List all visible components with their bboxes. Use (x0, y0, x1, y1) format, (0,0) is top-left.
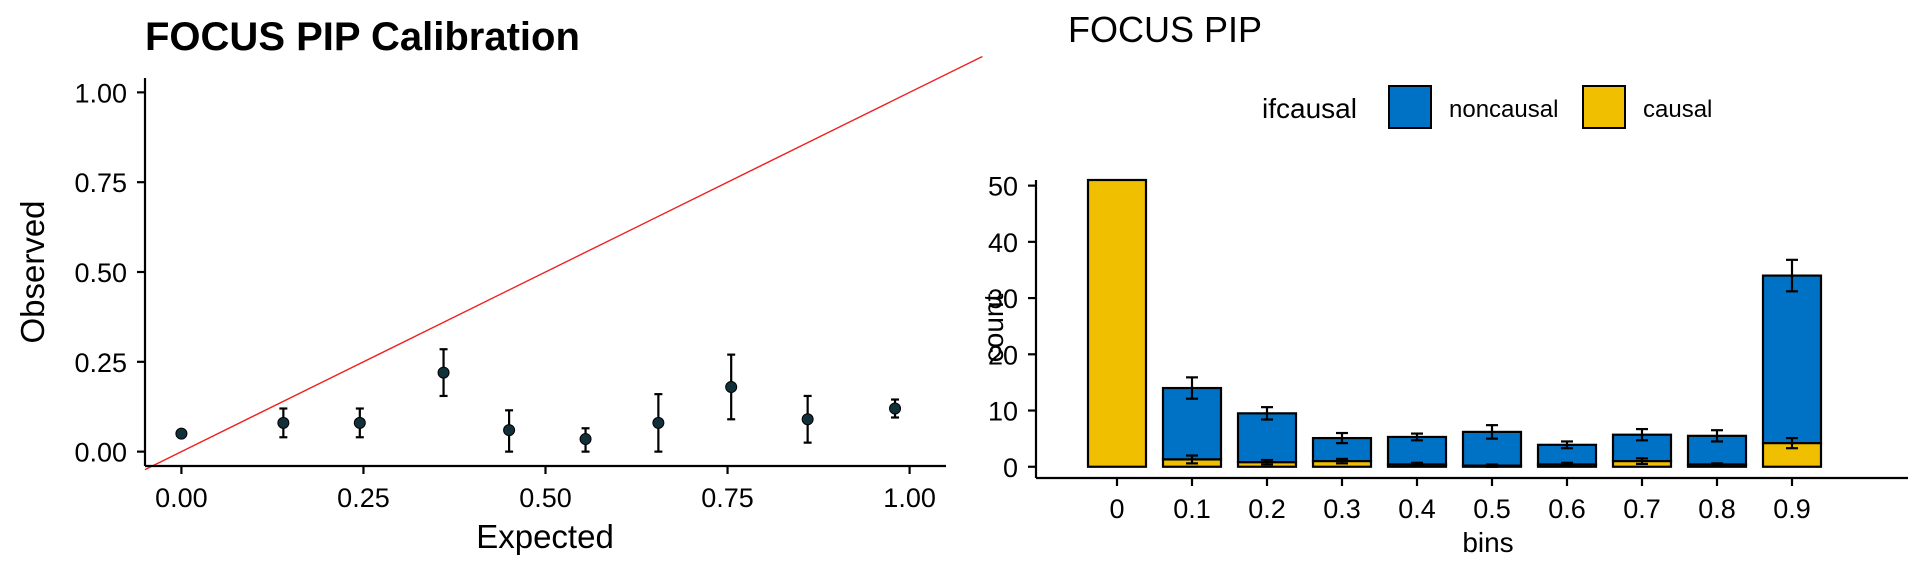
calibration-panel: FOCUS PIP Calibration 0.00 0.25 0.50 0.75 1.… (14, 15, 983, 555)
histogram-y-tick-label: 30 (988, 284, 1018, 314)
calibration-point-3 (437, 348, 450, 398)
histogram-x-tick-label: 0.3 (1323, 494, 1361, 524)
bar-group-0.2 (1236, 406, 1298, 468)
histogram-y-tick-label: 10 (988, 397, 1018, 427)
calibration-point-7 (725, 353, 738, 421)
histogram-y-axis-title: count (978, 294, 1009, 363)
histogram-x-tick-label: 0.8 (1698, 494, 1736, 524)
point-marker (175, 427, 188, 440)
point-marker (277, 416, 290, 429)
calibration-plot-area (144, 55, 983, 471)
calibration-point-5 (579, 427, 592, 453)
calibration-y-tick-label: 1.00 (74, 78, 127, 108)
bar-noncausal (1161, 386, 1223, 461)
legend-title: ifcausal (1262, 93, 1357, 124)
bar-group-0.9 (1761, 258, 1823, 468)
point-marker (801, 413, 814, 426)
legend-label-causal: causal (1643, 96, 1712, 123)
histogram-x-tick-label: 0.6 (1548, 494, 1586, 524)
point-marker (353, 416, 366, 429)
point-marker (437, 366, 450, 379)
bar-group-0.8 (1686, 429, 1748, 468)
bar-group-0 (1086, 178, 1148, 468)
histogram-y-tick-label: 0 (1003, 453, 1018, 483)
calibration-point-4 (503, 409, 516, 453)
calibration-y-axis-title: Observed (14, 200, 51, 343)
calibration-y-tick-label: 0.75 (74, 168, 127, 198)
calibration-x-ticks: 0.00 0.25 0.50 0.75 1.00 (155, 466, 936, 513)
bar-causal (1086, 178, 1148, 468)
calibration-x-axis-title: Expected (476, 518, 614, 555)
histogram-x-tick-label: 0.9 (1773, 494, 1811, 524)
histogram-y-tick-label: 40 (988, 228, 1018, 258)
histogram-x-tick-label: 0.5 (1473, 494, 1511, 524)
bar-noncausal (1761, 274, 1823, 445)
calibration-y-tick-label: 0.50 (74, 258, 127, 288)
bar-group-0.5 (1461, 424, 1523, 468)
histogram-panel: FOCUS PIP ifcausal noncausal causal 0 0.1… (978, 9, 1908, 558)
calibration-title: FOCUS PIP Calibration (145, 15, 580, 59)
histogram-x-tick-label: 0.4 (1398, 494, 1436, 524)
histogram-x-tick-label: 0.7 (1623, 494, 1661, 524)
calibration-x-tick-label: 0.00 (155, 483, 208, 513)
bar-group-0.6 (1536, 440, 1598, 468)
point-marker (579, 433, 592, 446)
histogram-x-axis-title: bins (1462, 527, 1513, 558)
bar-noncausal (1236, 412, 1298, 464)
calibration-point-2 (353, 407, 366, 439)
histogram-x-tick-label: 0.1 (1173, 494, 1211, 524)
point-marker (503, 424, 516, 437)
histogram-y-tick-label: 20 (988, 340, 1018, 370)
histogram-y-ticks: 0 10 20 30 40 50 (988, 172, 1036, 483)
point-marker (652, 416, 665, 429)
calibration-y-tick-label: 0.25 (74, 348, 127, 378)
histogram-title: FOCUS PIP (1068, 9, 1262, 50)
legend-swatch-causal (1582, 85, 1626, 129)
calibration-y-ticks: 0.00 0.25 0.50 0.75 1.00 (74, 78, 145, 468)
calibration-x-tick-label: 1.00 (883, 483, 936, 513)
histogram-plot-area (1086, 178, 1823, 468)
bar-group-0.7 (1611, 427, 1673, 468)
calibration-point-9 (889, 398, 902, 419)
legend-swatch-noncausal (1388, 85, 1432, 129)
bar-group-0.3 (1311, 431, 1373, 468)
bar-group-0.1 (1161, 376, 1223, 468)
point-marker (725, 380, 738, 393)
histogram-y-tick-label: 50 (988, 172, 1018, 202)
calibration-x-tick-label: 0.25 (337, 483, 390, 513)
histogram-legend: ifcausal noncausal causal (1262, 85, 1712, 129)
bar-noncausal (1386, 435, 1448, 466)
calibration-y-tick-label: 0.00 (74, 438, 127, 468)
calibration-x-tick-label: 0.75 (701, 483, 754, 513)
bar-group-0.4 (1386, 432, 1448, 468)
legend-label-noncausal: noncausal (1449, 96, 1558, 123)
calibration-point-8 (801, 394, 814, 444)
histogram-x-ticks: 0 0.1 0.2 0.3 0.4 0.5 0.6 0.7 0.8 0.9 (1109, 478, 1811, 524)
calibration-point-1 (277, 407, 290, 439)
calibration-point-6 (652, 393, 665, 453)
calibration-point-0 (175, 427, 188, 440)
calibration-x-tick-label: 0.50 (519, 483, 572, 513)
histogram-x-tick-label: 0 (1109, 494, 1124, 524)
reference-line (144, 55, 983, 471)
point-marker (889, 402, 902, 415)
histogram-x-tick-label: 0.2 (1248, 494, 1286, 524)
